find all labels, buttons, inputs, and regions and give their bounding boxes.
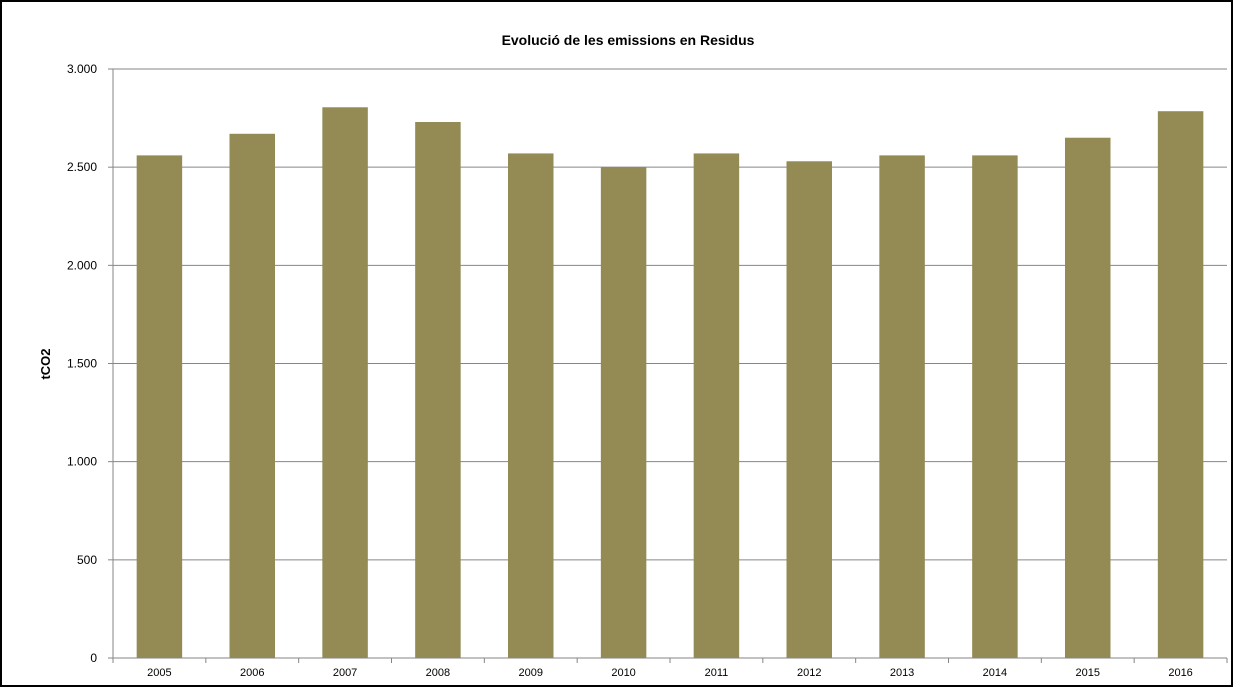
bar [879, 155, 925, 659]
x-tick-label: 2007 [333, 667, 357, 679]
x-tick-label: 2012 [797, 667, 821, 679]
x-tick-label: 2005 [147, 667, 171, 679]
y-axis-label: tCO2 [38, 348, 53, 379]
bar [786, 161, 832, 658]
bar [229, 133, 275, 659]
chart-title: Evolució de les emissions en Residus [502, 32, 755, 48]
y-tick-label: 0 [90, 651, 97, 665]
x-tick-label: 2013 [890, 667, 914, 679]
x-tick-label: 2014 [983, 667, 1007, 679]
y-tick-label: 2.000 [67, 258, 97, 272]
x-tick-label: 2008 [426, 667, 450, 679]
bar [972, 155, 1018, 659]
bar [415, 122, 461, 658]
bar [1065, 137, 1111, 658]
x-tick-label: 2006 [240, 667, 264, 679]
bar [322, 107, 368, 658]
x-tick-label: 2009 [519, 667, 543, 679]
x-tick-label: 2010 [611, 667, 635, 679]
x-tick-label: 2011 [705, 667, 729, 679]
y-tick-label: 500 [77, 553, 97, 567]
bar [136, 155, 183, 659]
x-tick-label: 2015 [1076, 667, 1100, 679]
gridlines [113, 68, 1227, 561]
y-tick-label: 2.500 [67, 160, 97, 174]
y-tick-label: 3.000 [67, 62, 97, 76]
x-axis-ticks: 2005 2006 2007 2008 2009 2010 2011 2012 2013 2014… [112, 658, 1228, 679]
y-tick-label: 1.500 [67, 357, 97, 371]
y-tick-label: 1.000 [67, 455, 97, 469]
bar [600, 167, 647, 658]
x-tick-label: 2016 [1168, 667, 1192, 679]
bars [136, 107, 1204, 659]
bar [508, 153, 554, 658]
bar [693, 153, 740, 658]
bar [1157, 111, 1204, 658]
y-axis-ticks: 0 500 1.000 1.500 2.000 2.500 3.000 [67, 62, 113, 665]
